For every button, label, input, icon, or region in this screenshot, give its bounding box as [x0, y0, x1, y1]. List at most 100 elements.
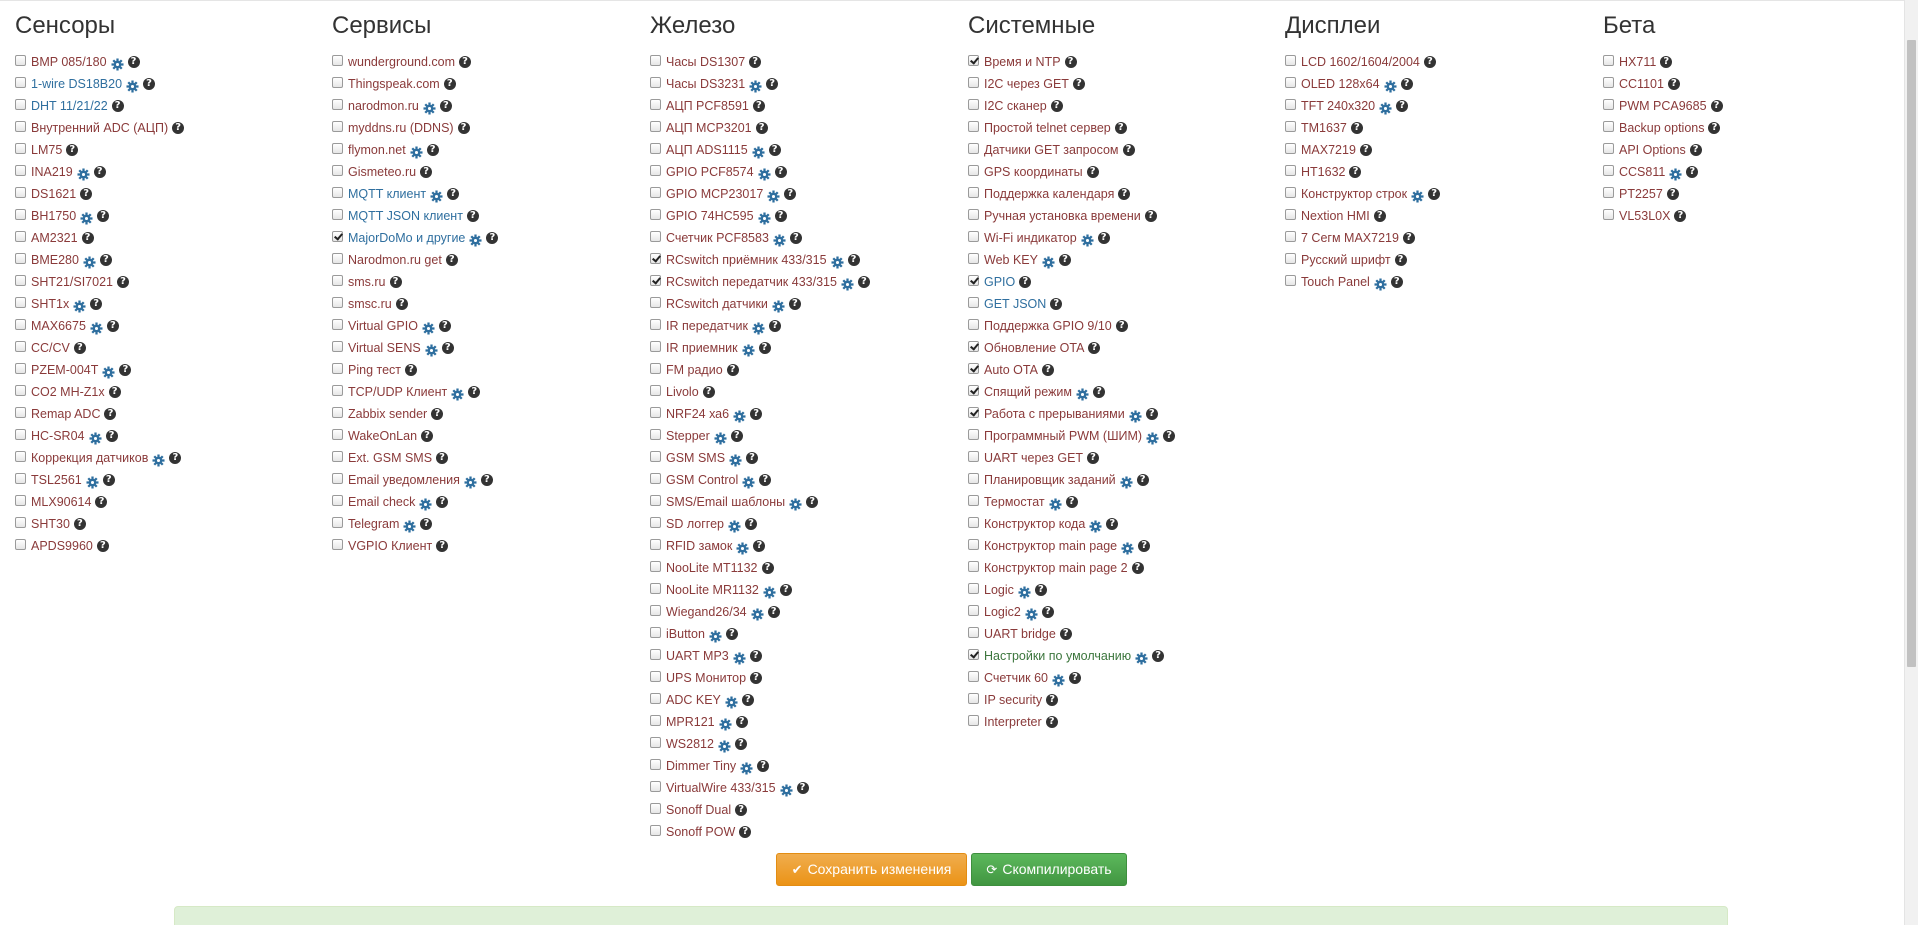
help-icon[interactable]: ?	[108, 386, 121, 398]
module-checkbox[interactable]	[332, 252, 343, 264]
module-label[interactable]: RCswitch передатчик 433/315	[666, 275, 837, 289]
help-icon[interactable]: ?	[1708, 122, 1721, 134]
help-icon[interactable]: ?	[725, 628, 738, 640]
help-icon[interactable]: ?	[1394, 254, 1407, 266]
module-label[interactable]: Virtual SENS	[348, 341, 421, 355]
gear-icon[interactable]	[1049, 496, 1062, 511]
module-checkbox[interactable]	[650, 692, 661, 704]
help-icon[interactable]: ?	[102, 474, 115, 486]
module-label[interactable]: INA219	[31, 165, 73, 179]
module-checkbox[interactable]	[15, 164, 26, 176]
module-label[interactable]: Auto OTA	[984, 363, 1038, 377]
module-label[interactable]: Часы DS3231	[666, 77, 746, 91]
gear-icon[interactable]	[773, 232, 786, 247]
module-checkbox[interactable]	[15, 296, 26, 308]
module-checkbox[interactable]	[332, 362, 343, 374]
module-checkbox[interactable]	[968, 714, 979, 726]
module-label[interactable]: FM радио	[666, 363, 723, 377]
help-icon[interactable]: ?	[1050, 100, 1063, 112]
module-label[interactable]: Время и NTP	[984, 55, 1061, 69]
module-checkbox[interactable]	[968, 54, 979, 66]
help-icon[interactable]: ?	[439, 100, 452, 112]
module-checkbox[interactable]	[332, 142, 343, 154]
help-icon[interactable]: ?	[426, 144, 439, 156]
module-checkbox[interactable]	[1285, 208, 1296, 220]
module-label[interactable]: MQTT JSON клиент	[348, 209, 463, 223]
help-icon[interactable]: ?	[766, 78, 779, 90]
help-icon[interactable]: ?	[749, 56, 762, 68]
module-checkbox[interactable]	[332, 384, 343, 396]
gear-icon[interactable]	[758, 210, 771, 225]
module-checkbox[interactable]	[968, 186, 979, 198]
module-label[interactable]: smsc.ru	[348, 297, 392, 311]
module-label[interactable]: LCD 1602/1604/2004	[1301, 55, 1420, 69]
gear-icon[interactable]	[469, 232, 482, 247]
module-label[interactable]: TSL2561	[31, 473, 82, 487]
help-icon[interactable]: ?	[111, 100, 124, 112]
module-label[interactable]: VL53L0X	[1619, 209, 1671, 223]
module-checkbox[interactable]	[15, 318, 26, 330]
module-checkbox[interactable]	[650, 296, 661, 308]
module-checkbox[interactable]	[968, 252, 979, 264]
module-checkbox[interactable]	[1285, 142, 1296, 154]
help-icon[interactable]: ?	[436, 452, 449, 464]
help-icon[interactable]: ?	[1686, 166, 1699, 178]
module-label[interactable]: Interpreter	[984, 715, 1042, 729]
gear-icon[interactable]	[464, 474, 477, 489]
module-label[interactable]: GPIO PCF8574	[666, 165, 754, 179]
help-icon[interactable]: ?	[1034, 584, 1047, 596]
module-checkbox[interactable]	[968, 494, 979, 506]
gear-icon[interactable]	[789, 496, 802, 511]
module-label[interactable]: Backup options	[1619, 121, 1705, 135]
help-icon[interactable]: ?	[466, 210, 479, 222]
module-checkbox[interactable]	[968, 560, 979, 572]
module-checkbox[interactable]	[650, 340, 661, 352]
help-icon[interactable]: ?	[1072, 78, 1085, 90]
help-icon[interactable]: ?	[438, 320, 451, 332]
help-icon[interactable]: ?	[1097, 232, 1110, 244]
module-label[interactable]: API Options	[1619, 143, 1686, 157]
help-icon[interactable]: ?	[459, 56, 472, 68]
module-label[interactable]: Narodmon.ru get	[348, 253, 442, 267]
module-checkbox[interactable]	[650, 494, 661, 506]
help-icon[interactable]: ?	[1423, 56, 1436, 68]
module-label[interactable]: Ext. GSM SMS	[348, 451, 433, 465]
module-label[interactable]: myddns.ru (DDNS)	[348, 121, 454, 135]
module-checkbox[interactable]	[15, 450, 26, 462]
help-icon[interactable]: ?	[1064, 56, 1077, 68]
module-checkbox[interactable]	[968, 406, 979, 418]
module-checkbox[interactable]	[1603, 54, 1614, 66]
gear-icon[interactable]	[767, 188, 780, 203]
module-label[interactable]: CO2 MH-Z1x	[31, 385, 105, 399]
module-label[interactable]: IR приемник	[666, 341, 738, 355]
module-label[interactable]: OLED 128x64	[1301, 77, 1380, 91]
module-checkbox[interactable]	[968, 230, 979, 242]
help-icon[interactable]: ?	[1069, 672, 1082, 684]
module-checkbox[interactable]	[968, 362, 979, 374]
gear-icon[interactable]	[403, 518, 416, 533]
help-icon[interactable]: ?	[1093, 386, 1105, 398]
module-checkbox[interactable]	[332, 340, 343, 352]
gear-icon[interactable]	[1120, 474, 1133, 489]
help-icon[interactable]: ?	[847, 254, 860, 266]
gear-icon[interactable]	[742, 474, 755, 489]
gear-icon[interactable]	[1018, 584, 1031, 599]
help-icon[interactable]: ?	[445, 254, 458, 266]
module-label[interactable]: Счетчик PCF8583	[666, 231, 769, 245]
module-label[interactable]: Поддержка календаря	[984, 187, 1115, 201]
gear-icon[interactable]	[1379, 100, 1392, 115]
module-checkbox[interactable]	[968, 120, 979, 132]
module-checkbox[interactable]	[1285, 252, 1296, 264]
module-label[interactable]: Touch Panel	[1301, 275, 1370, 289]
module-label[interactable]: Nextion HMI	[1301, 209, 1370, 223]
module-checkbox[interactable]	[332, 406, 343, 418]
module-label[interactable]: GPIO	[984, 275, 1016, 289]
module-label[interactable]: BH1750	[31, 209, 77, 223]
module-checkbox[interactable]	[332, 538, 343, 550]
help-icon[interactable]: ?	[99, 254, 112, 266]
gear-icon[interactable]	[780, 782, 793, 797]
gear-icon[interactable]	[751, 606, 764, 621]
gear-icon[interactable]	[77, 166, 90, 181]
module-label[interactable]: Email check	[348, 495, 416, 509]
module-checkbox[interactable]	[968, 692, 979, 704]
